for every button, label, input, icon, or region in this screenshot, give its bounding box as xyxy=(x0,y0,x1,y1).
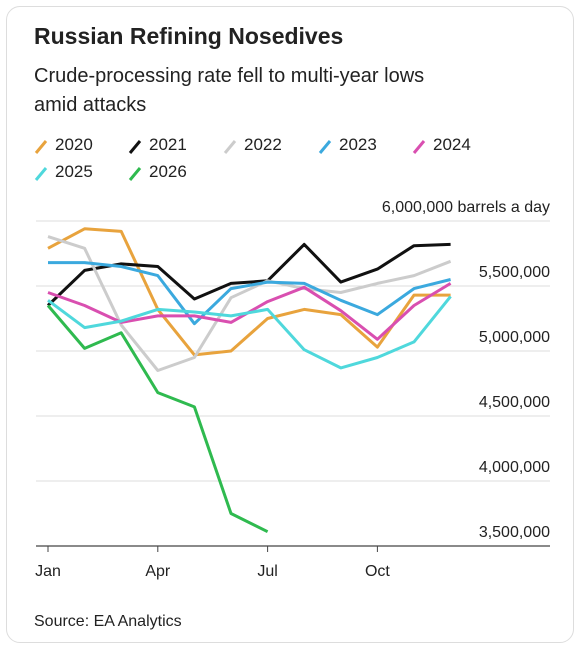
y-tick-label: 4,000,000 xyxy=(479,459,550,476)
legend-swatch xyxy=(128,167,142,181)
y-tick-label: 5,000,000 xyxy=(479,329,550,346)
y-tick-label: 6,000,000 barrels a day xyxy=(382,199,550,216)
series-line xyxy=(46,304,269,534)
chart-subtitle: Crude-processing rate fell to multi-year… xyxy=(34,65,424,116)
legend-label: 2024 xyxy=(433,135,471,154)
legend-swatch xyxy=(223,140,237,154)
legend-label: 2026 xyxy=(149,162,187,181)
chart-title: Russian Refining Nosedives xyxy=(34,23,343,49)
x-tick-label: Apr xyxy=(145,563,171,580)
legend-swatch xyxy=(318,140,332,154)
source: Source: EA Analytics xyxy=(34,613,182,630)
x-tick-label: Jul xyxy=(257,563,277,580)
legend-label: 2025 xyxy=(55,162,93,181)
legend-label: 2023 xyxy=(339,135,377,154)
legend-swatch xyxy=(412,140,426,154)
y-tick-label: 5,500,000 xyxy=(479,264,550,281)
y-tick-label: 3,500,000 xyxy=(479,524,550,541)
series-line xyxy=(47,227,451,357)
legend-label: 2020 xyxy=(55,135,93,154)
legend-swatch xyxy=(128,140,142,154)
legend-swatch xyxy=(34,140,48,154)
series-line xyxy=(47,295,452,370)
y-tick-label: 4,500,000 xyxy=(479,394,550,411)
legend-label: 2021 xyxy=(149,135,187,154)
series-line xyxy=(47,235,452,372)
x-tick-label: Oct xyxy=(365,563,390,580)
card xyxy=(6,6,574,643)
legend-swatch xyxy=(34,167,48,181)
series-line xyxy=(48,261,451,326)
x-tick-label: Jan xyxy=(35,563,61,580)
legend-label: 2022 xyxy=(244,135,282,154)
